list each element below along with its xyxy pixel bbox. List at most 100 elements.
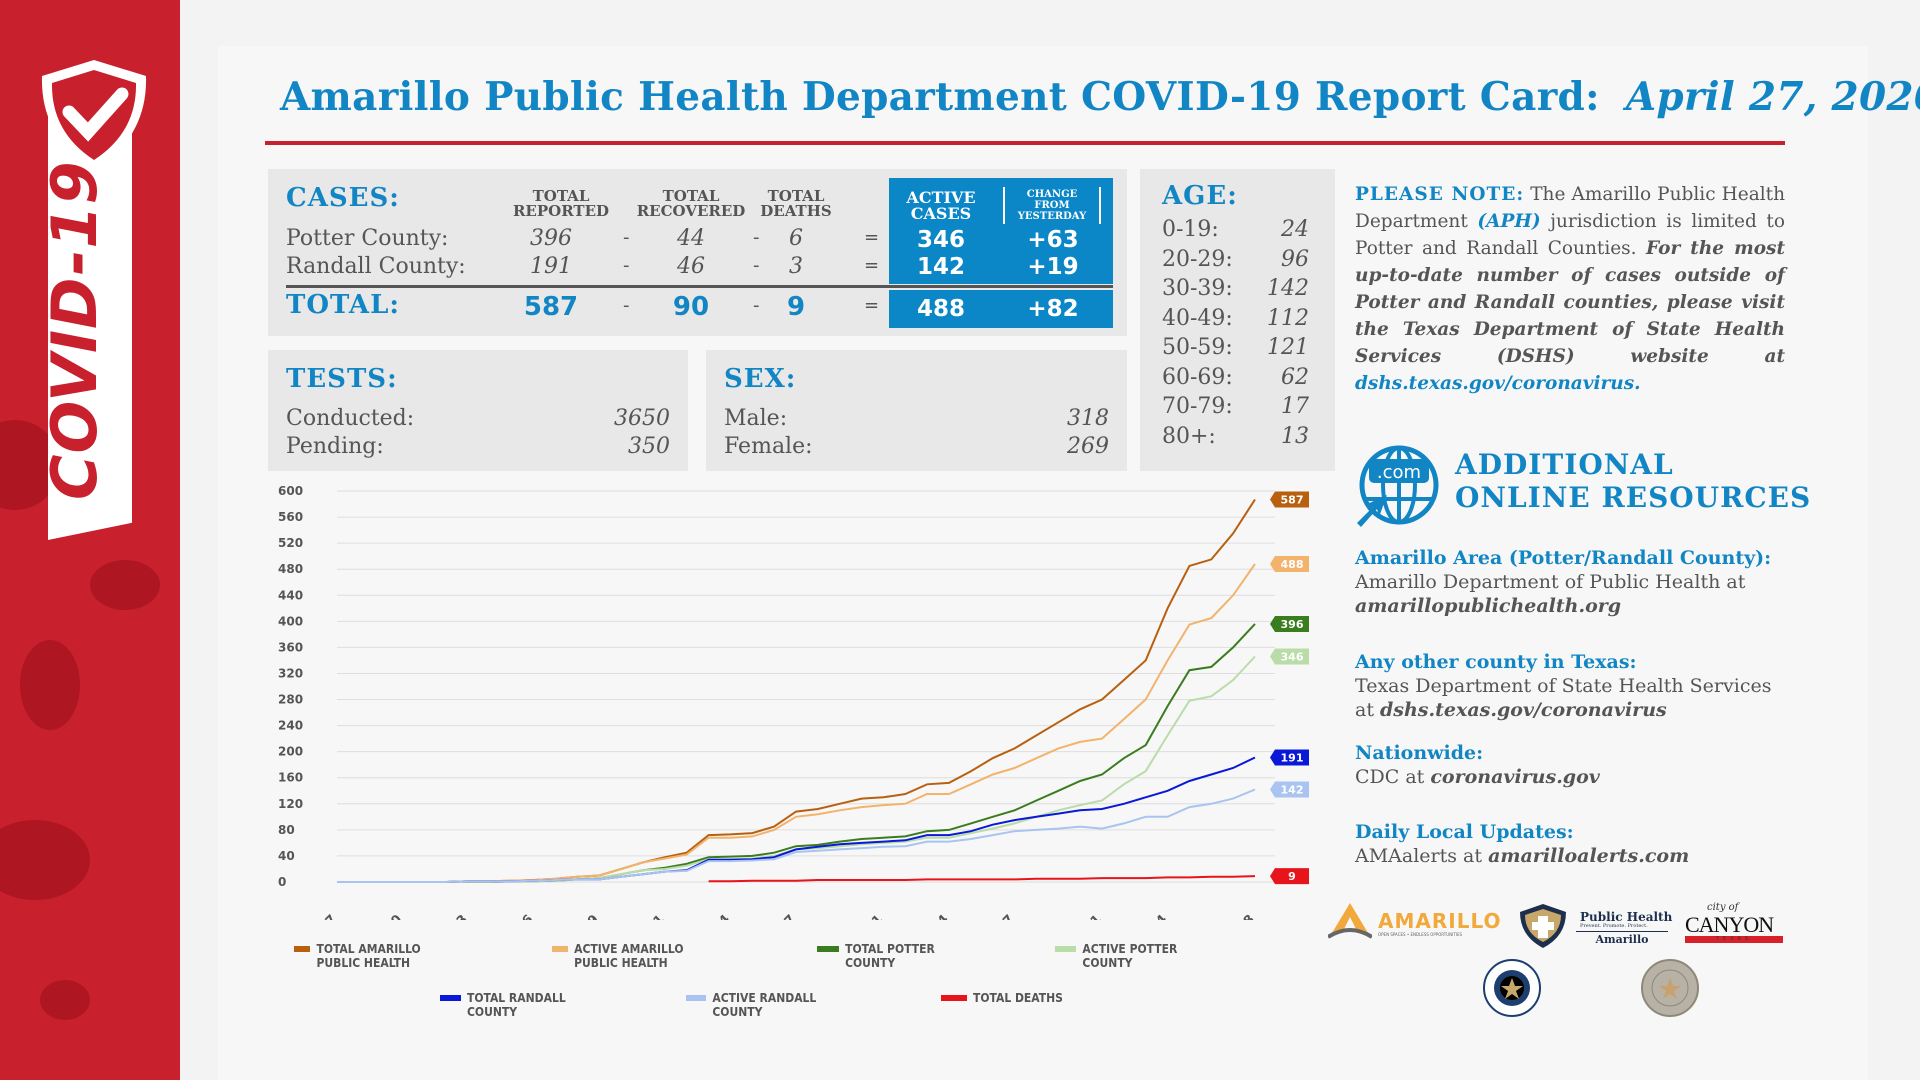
resource-text: CDC at	[1355, 766, 1425, 788]
series-line-6	[708, 875, 1256, 883]
y-tick-label: 600	[278, 484, 303, 498]
minus-sign: -	[753, 227, 760, 248]
resource-title: Nationwide:	[1355, 742, 1484, 764]
public-health-shield-icon	[1520, 904, 1566, 948]
y-tick-label: 0	[278, 875, 286, 889]
age-range-label: 80+:	[1162, 423, 1216, 449]
resource-link[interactable]: dshs.texas.gov/coronavirus	[1380, 699, 1667, 721]
state-of-texas-seal	[1641, 959, 1699, 1017]
x-tick-label: 3/26	[503, 912, 536, 920]
end-value-badge	[1270, 749, 1309, 766]
equals-sign: =	[864, 227, 880, 248]
randall-label: Randall County:	[286, 254, 466, 279]
sex-male-label: Male:	[724, 406, 788, 431]
y-tick-label: 160	[278, 771, 303, 785]
resource-text: AMAalerts at	[1355, 845, 1483, 867]
y-tick-label: 280	[278, 693, 303, 707]
age-range-label: 30-39:	[1162, 276, 1233, 301]
note-text: The Amarillo Public Health Department	[1355, 184, 1785, 232]
resource-item: Amarillo Area (Potter/Randall County): Am…	[1355, 546, 1795, 618]
x-tick-label: 4/1	[641, 912, 668, 920]
y-tick-label: 520	[278, 536, 303, 550]
sex-female-label: Female:	[724, 434, 813, 459]
total-deaths: 9	[786, 292, 806, 322]
resource-item: Daily Local Updates: AMAalerts at amarill…	[1355, 820, 1795, 868]
resource-title: Daily Local Updates:	[1355, 821, 1574, 843]
y-tick-label: 200	[278, 745, 303, 759]
cell-decoration	[40, 980, 90, 1020]
randall-active: 142	[916, 254, 965, 280]
note-lead: PLEASE NOTE:	[1355, 184, 1525, 205]
randall-recovered: 46	[677, 254, 705, 279]
legend-item: TOTAL POTTER COUNTY	[817, 942, 967, 970]
please-note: PLEASE NOTE: The Amarillo Public Health …	[1355, 181, 1785, 397]
y-tick-label: 400	[278, 614, 303, 628]
end-value-label: 142	[1281, 783, 1304, 796]
amarillo-tagline: OPEN SPACES • ENDLESS OPPORTUNITIES	[1378, 932, 1463, 937]
y-tick-label: 120	[278, 797, 303, 811]
title-divider	[265, 141, 1785, 145]
series-line-1	[337, 563, 1256, 883]
city-of-canyon-logo: city of CANYON TEXAS	[1685, 902, 1785, 946]
public-health-tagline: Prevent. Promote. Protect.	[1580, 923, 1648, 929]
cell-decoration	[20, 640, 80, 730]
y-tick-label: 560	[278, 510, 303, 524]
resource-title: Amarillo Area (Potter/Randall County):	[1355, 547, 1772, 569]
resource-text: Amarillo Department of Public Health at	[1355, 571, 1746, 593]
end-value-badge	[1270, 868, 1309, 885]
resource-link[interactable]: amarillopublichealth.org	[1355, 595, 1622, 617]
potter-deaths: 6	[789, 226, 803, 251]
tests-box: TESTS: Conducted: 3650 Pending: 350	[268, 350, 688, 471]
equals-sign: =	[864, 295, 880, 316]
legend-label: ACTIVE RANDALL COUNTY	[712, 991, 817, 1019]
minus-sign: -	[753, 255, 760, 276]
resources-heading-line1: ADDITIONAL	[1455, 448, 1674, 481]
randall-change: +19	[1027, 254, 1079, 280]
active-total-panel: 488 +82	[889, 290, 1113, 328]
dshs-link[interactable]: dshs.texas.gov/coronavirus.	[1355, 373, 1641, 394]
resource-title: Any other county in Texas:	[1355, 651, 1637, 673]
potter-reported: 396	[530, 226, 572, 251]
shield-check-icon	[41, 60, 147, 172]
tests-conducted-label: Conducted:	[286, 406, 415, 431]
legend-label: TOTAL AMARILLO PUBLIC HEALTH	[316, 942, 421, 970]
series-line-2	[337, 623, 1256, 883]
tests-pending-label: Pending:	[286, 434, 384, 459]
legend-swatch	[294, 946, 311, 952]
public-health-title: Public Health	[1580, 910, 1673, 924]
note-text: jurisdiction is limited to Potter and Ra…	[1355, 211, 1786, 259]
sex-male-value: 318	[1067, 406, 1109, 431]
age-range-value: 112	[1267, 305, 1309, 331]
legend-label: TOTAL DEATHS	[973, 991, 1063, 1005]
end-value-label: 488	[1281, 558, 1304, 571]
series-line-5	[337, 788, 1256, 883]
resource-link[interactable]: coronavirus.gov	[1430, 766, 1600, 788]
minus-sign: -	[753, 295, 760, 316]
virus-decoration	[90, 560, 160, 610]
age-heading: AGE:	[1162, 181, 1238, 211]
end-value-label: 191	[1281, 752, 1304, 765]
x-tick-label: 4/7	[772, 912, 799, 920]
end-value-label: 9	[1288, 870, 1296, 883]
age-range-value: 62	[1281, 364, 1309, 390]
potter-county-seal	[1483, 959, 1541, 1017]
city-of-amarillo-logo: AMARILLO OPEN SPACES • ENDLESS OPPORTUNI…	[1328, 903, 1500, 939]
public-health-city: Amarillo	[1576, 931, 1668, 946]
legend-item: ACTIVE POTTER COUNTY	[1055, 942, 1205, 970]
equals-sign: =	[864, 255, 880, 276]
y-tick-label: 80	[278, 823, 295, 837]
x-tick-label: 4/4	[706, 912, 733, 920]
resource-link[interactable]: amarilloalerts.com	[1488, 845, 1690, 867]
total-change: +82	[1027, 296, 1079, 322]
report-date: April 27, 2020	[1625, 74, 1920, 120]
age-range-value: 17	[1281, 394, 1309, 419]
age-range-label: 20-29:	[1162, 246, 1233, 272]
series-line-4	[337, 756, 1256, 883]
total-active: 488	[916, 296, 965, 322]
age-range-value: 24	[1281, 217, 1309, 242]
legend-label: ACTIVE AMARILLO PUBLIC HEALTH	[574, 942, 684, 970]
legend-swatch	[552, 946, 569, 952]
x-tick-label: 4/24	[1137, 912, 1170, 920]
col-total-reported: TOTAL REPORTED	[512, 187, 610, 220]
age-range-label: 70-79:	[1162, 394, 1233, 419]
